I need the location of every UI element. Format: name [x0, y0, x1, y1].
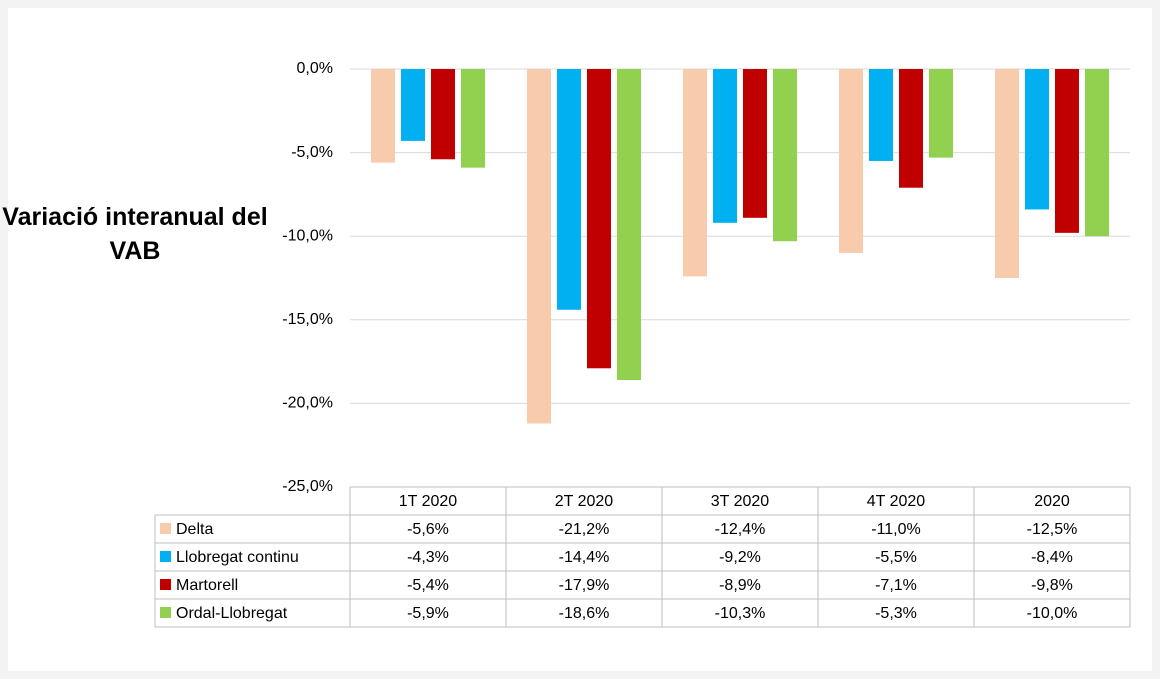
legend-label: Llobregat continu	[176, 549, 299, 566]
bar	[929, 69, 953, 158]
bar	[461, 69, 485, 168]
bar	[773, 69, 797, 242]
y-tick-label: -5,0%	[291, 144, 333, 161]
table-cell: -4,3%	[407, 549, 449, 566]
bar	[839, 69, 863, 253]
bar	[1085, 69, 1109, 237]
table-cell: -8,4%	[1031, 549, 1073, 566]
table-cell: -10,0%	[1027, 605, 1078, 622]
table-cell: -8,9%	[719, 577, 761, 594]
y-tick-label: -25,0%	[282, 478, 333, 495]
table-cell: -12,4%	[715, 521, 766, 538]
bar	[557, 69, 581, 310]
bar	[371, 69, 395, 163]
table-cell: -9,8%	[1031, 577, 1073, 594]
table-cell: -18,6%	[559, 605, 610, 622]
table-cell: -11,0%	[871, 521, 921, 538]
bar	[617, 69, 641, 380]
bar	[1025, 69, 1049, 210]
bar	[527, 69, 551, 424]
table-cell: -7,1%	[875, 577, 917, 594]
bar	[899, 69, 923, 188]
legend-swatch	[160, 551, 171, 562]
y-tick-label: -20,0%	[282, 395, 333, 412]
legend-swatch	[160, 523, 171, 534]
bar	[713, 69, 737, 223]
table-cell: -5,5%	[875, 549, 917, 566]
table-cell: -14,4%	[559, 549, 610, 566]
y-tick-label: 0,0%	[297, 60, 333, 77]
table-cell: -5,6%	[407, 521, 449, 538]
bar	[683, 69, 707, 277]
bar	[743, 69, 767, 218]
legend-swatch	[160, 579, 171, 590]
legend-label: Delta	[176, 521, 213, 538]
table-cell: -10,3%	[715, 605, 766, 622]
bar	[401, 69, 425, 141]
table-cell: -12,5%	[1027, 521, 1078, 538]
bar	[869, 69, 893, 161]
table-cell: -17,9%	[559, 577, 610, 594]
x-tick-label: 1T 2020	[399, 493, 458, 510]
bar	[587, 69, 611, 369]
bar	[995, 69, 1019, 278]
legend-label: Martorell	[176, 577, 238, 594]
table-cell: -21,2%	[559, 521, 610, 538]
table-cell: -5,9%	[407, 605, 449, 622]
legend-swatch	[160, 607, 171, 618]
x-tick-label: 4T 2020	[867, 493, 926, 510]
x-tick-label: 3T 2020	[711, 493, 770, 510]
table-cell: -5,4%	[407, 577, 449, 594]
bar	[1055, 69, 1079, 233]
table-cell: -5,3%	[875, 605, 917, 622]
y-tick-label: -10,0%	[282, 227, 333, 244]
y-axis-label: Variació interanual del VAB	[2, 203, 268, 265]
bar	[431, 69, 455, 160]
table-cell: -9,2%	[719, 549, 761, 566]
legend-label: Ordal-Llobregat	[176, 605, 288, 622]
x-tick-label: 2020	[1034, 493, 1070, 510]
y-tick-label: -15,0%	[282, 311, 333, 328]
x-tick-label: 2T 2020	[555, 493, 614, 510]
